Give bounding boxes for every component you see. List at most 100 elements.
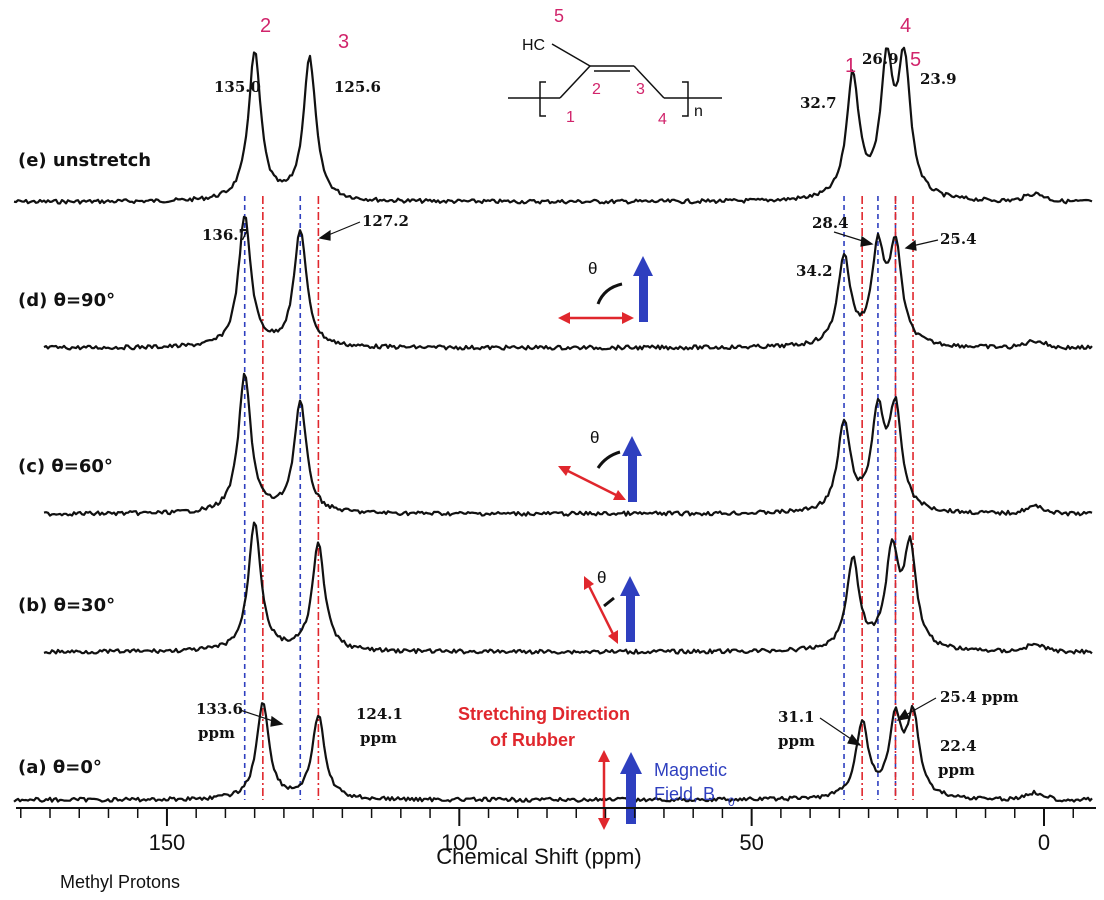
angle-arc-b xyxy=(603,596,615,608)
legend-field-line2: Field, B xyxy=(654,784,715,804)
structure-num-3: 3 xyxy=(636,81,645,98)
peak-label-e-5: 23.9 xyxy=(920,70,957,88)
x-axis-title: Chemical Shift (ppm) xyxy=(436,844,641,869)
stretch-arrow-b-head-b xyxy=(608,630,618,644)
field-arrow-b-shaft xyxy=(626,592,635,642)
stretch-arrow-c-head-a xyxy=(558,466,571,476)
structure-num-2: 2 xyxy=(592,81,601,98)
peak-label-d-2: 127.2 xyxy=(362,212,409,230)
structure-num-5: 5 xyxy=(554,6,564,26)
field-arrow-d-shaft xyxy=(639,272,648,322)
bond-c1-c2 xyxy=(559,65,591,99)
orientation-a: Stretching Direction of Rubber Magnetic … xyxy=(458,704,735,830)
stretch-arrow-d-head-left xyxy=(558,312,570,324)
stretch-arrow-b xyxy=(586,583,616,637)
bracket-left xyxy=(539,81,546,117)
orientation-b: θ xyxy=(584,568,640,644)
guide-lines xyxy=(243,196,914,800)
leader-127-2-head xyxy=(318,229,331,241)
peak-label-e-1: 135.0 xyxy=(214,78,261,96)
x-tick-label-150: 150 xyxy=(149,830,186,855)
legend-field-subscript: 0 xyxy=(728,795,735,809)
field-arrow-c-head xyxy=(622,436,642,456)
spectrum-trace-e xyxy=(13,46,1093,205)
legend-stretch-line2: of Rubber xyxy=(490,730,575,750)
spectrum-trace-b xyxy=(43,521,1093,655)
structure-bonds xyxy=(508,43,722,117)
spectrum-trace-a xyxy=(13,702,1093,803)
x-tick-label-0: 0 xyxy=(1038,830,1050,855)
leader-25-4-head xyxy=(904,239,917,251)
peak-number-3: 3 xyxy=(338,31,349,53)
stretch-arrow-a-head-top xyxy=(598,750,610,762)
peak-label-d-4: 28.4 xyxy=(812,214,849,232)
label-b: (b) θ=30° xyxy=(18,595,115,616)
leader-28-4-head xyxy=(860,235,874,247)
x-tick-label-100: 100 xyxy=(441,830,478,855)
peak-number-1: 1 xyxy=(845,55,856,77)
leader-25-4 xyxy=(911,239,939,247)
stretch-arrow-d-head-right xyxy=(622,312,634,324)
peak-label-e-3: 32.7 xyxy=(800,94,837,112)
leader-127-2 xyxy=(325,221,361,237)
stretch-arrow-c-head-b xyxy=(613,490,626,500)
x-axis: 150 100 50 0 xyxy=(16,807,1096,855)
peak-number-5: 5 xyxy=(910,49,921,71)
peak-number-2: 2 xyxy=(260,15,271,37)
orientation-c: θ xyxy=(558,428,642,502)
peak-label-e-4: 26.9 xyxy=(862,50,899,68)
leader-133-6-head xyxy=(270,715,284,727)
peak-label-a-1: 133.6 xyxy=(196,700,243,718)
structure-num-4: 4 xyxy=(658,111,667,128)
x-tick-label-50: 50 xyxy=(739,830,763,855)
peak-label-a-2: 124.1 xyxy=(356,705,403,723)
spectrum-trace-d xyxy=(43,215,1093,351)
spectra-traces xyxy=(13,46,1093,803)
angle-arc-d xyxy=(596,282,623,305)
peak-value-labels: 135.0 125.6 32.7 26.9 23.9 136.7 127.2 3… xyxy=(196,50,1019,779)
spectrum-labels: (e) unstretch (d) θ=90° (c) θ=60° (b) θ=… xyxy=(18,150,151,778)
peak-label-a-1-unit: ppm xyxy=(198,724,235,742)
spectrum-trace-c xyxy=(43,372,1093,517)
field-arrow-d-head xyxy=(633,256,653,276)
field-arrow-b-head xyxy=(620,576,640,596)
field-arrow-a-head xyxy=(620,752,642,774)
stretch-arrow-c xyxy=(565,468,619,498)
bond-c3-c4 xyxy=(633,65,665,99)
label-c: (c) θ=60° xyxy=(18,456,113,477)
structure-num-1: 1 xyxy=(566,109,575,126)
leader-25-4-ppm-head xyxy=(896,708,910,721)
stretch-arrow-b-head-a xyxy=(584,576,594,590)
orientation-d: θ xyxy=(558,256,653,324)
bracket-right xyxy=(682,81,689,117)
theta-b: θ xyxy=(597,568,606,587)
stretch-arrow-a-head-bottom xyxy=(598,818,610,830)
leader-133-6 xyxy=(239,709,277,723)
field-arrow-c-shaft xyxy=(628,452,637,502)
peak-label-d-5: 25.4 xyxy=(940,230,977,248)
peak-label-d-3: 34.2 xyxy=(796,262,833,280)
theta-d: θ xyxy=(588,259,597,278)
peak-label-a-5: 22.4 xyxy=(940,737,977,755)
structure-n: n xyxy=(694,103,703,120)
peak-label-a-2-unit: ppm xyxy=(360,729,397,747)
peak-label-a-5-unit: ppm xyxy=(938,761,975,779)
legend-field-line1: Magnetic xyxy=(654,760,727,780)
bond-methyl xyxy=(551,43,591,67)
label-d: (d) θ=90° xyxy=(18,290,115,311)
leader-28-4 xyxy=(833,231,867,243)
peak-label-a-4: 25.4 ppm xyxy=(940,688,1019,706)
chemical-structure: 5 HC 2 3 1 4 n xyxy=(508,6,722,128)
legend-stretch-line1: Stretching Direction xyxy=(458,704,630,724)
structure-methyl: HC xyxy=(522,37,545,54)
field-arrow-a-shaft xyxy=(626,772,636,824)
label-e: (e) unstretch xyxy=(18,150,151,171)
peak-label-d-1: 136.7 xyxy=(202,226,249,244)
leader-25-4-ppm xyxy=(903,697,937,717)
angle-arc-c xyxy=(596,450,621,469)
peak-number-4: 4 xyxy=(900,15,911,37)
theta-c: θ xyxy=(590,428,599,447)
peak-label-e-2: 125.6 xyxy=(334,78,381,96)
footer-note: Methyl Protons xyxy=(60,872,180,892)
